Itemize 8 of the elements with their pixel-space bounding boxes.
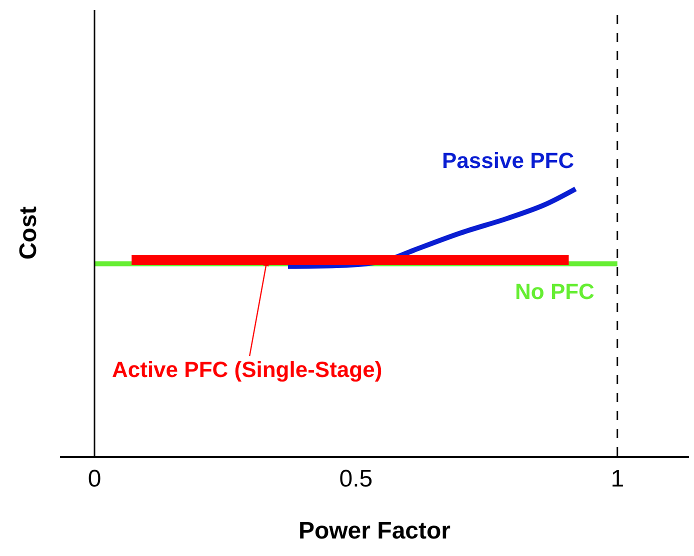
x-tick-label: 0	[88, 466, 102, 493]
x-axis-title: Power Factor	[298, 517, 451, 544]
series-label: No PFC	[515, 279, 595, 304]
text: Active PFC (Single-Stage)	[112, 357, 382, 382]
series-label: Passive PFC	[442, 148, 574, 173]
y-axis-title: Cost	[15, 206, 42, 260]
x-tick-label: 0.5	[339, 466, 373, 493]
x-tick-label: 1	[610, 466, 624, 493]
